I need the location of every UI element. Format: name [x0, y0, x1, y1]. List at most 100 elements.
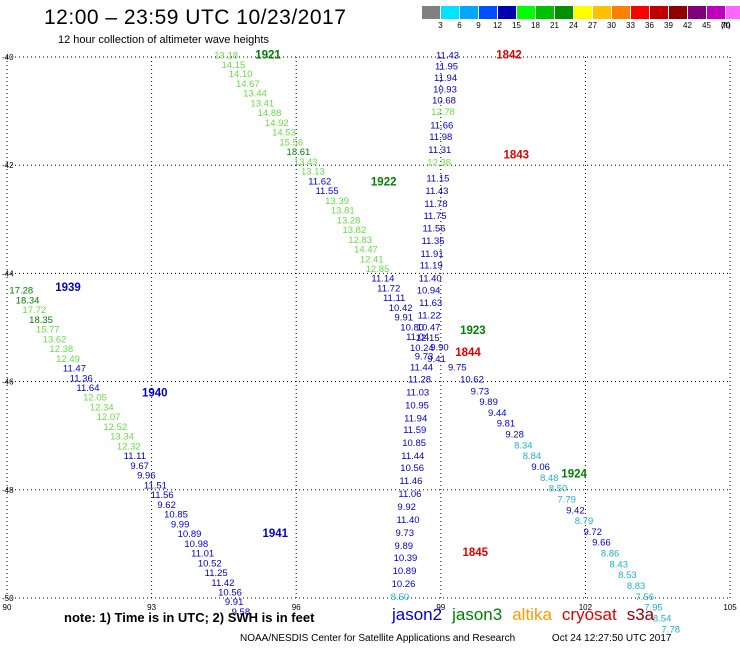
swh-value: 13.82 — [342, 225, 366, 236]
track-pass-1842-1845: 11.4311.9511.9410.9310.6812.7811.6611.98… — [391, 50, 459, 603]
swh-value: 11.03 — [406, 387, 429, 398]
swh-value: 14.47 — [354, 245, 378, 256]
swh-value: 8.54 — [653, 613, 672, 624]
swh-value: 10.47 — [417, 322, 441, 333]
swh-value: 9.06 — [531, 462, 550, 473]
swh-value: 8.50 — [549, 484, 568, 495]
pass-number-label: 1923 — [460, 325, 486, 337]
swh-value: 9.75 — [448, 362, 467, 373]
pass-number-label: 1941 — [262, 528, 288, 540]
swh-value: 9.44 — [488, 408, 507, 419]
color-scale-label: 18 — [531, 21, 540, 30]
swh-value: 12.15 — [416, 333, 440, 344]
swh-value: 13.41 — [250, 98, 274, 109]
color-scale-cell — [612, 6, 631, 19]
swh-value: 9.73 — [395, 528, 414, 539]
swh-value: 11.11 — [124, 451, 146, 462]
color-scale-unit: (ft) — [721, 21, 731, 30]
swh-value: 11.36 — [70, 373, 93, 384]
swh-value: 9.28 — [505, 430, 524, 441]
swh-value: 14.53 — [272, 128, 296, 139]
satellite-legend-jason3: jason3 — [452, 605, 503, 624]
swh-value: 10.68 — [432, 96, 456, 107]
color-scale-cell — [498, 6, 517, 19]
swh-value: 11.35 — [422, 236, 445, 247]
swh-value: 14.15 — [221, 60, 245, 71]
swh-value: 14.67 — [236, 79, 260, 90]
swh-value: 9.91 — [395, 313, 414, 324]
swh-value: 12.52 — [103, 422, 127, 433]
swh-value: 9.73 — [471, 386, 490, 397]
swh-value: 10.62 — [460, 374, 484, 385]
swh-value: 11.15 — [426, 174, 449, 185]
color-scale-cell — [555, 6, 574, 19]
color-scale-bar — [422, 6, 740, 19]
swh-value: 11.43 — [436, 50, 459, 61]
lon-tick-label: 90 — [3, 603, 12, 612]
swh-value: 9.91 — [225, 597, 244, 608]
color-scale-labels: 3 6 9 12 15 18 21 24 27 30 33 36 39 42 45 70 — [422, 21, 735, 30]
swh-value: 13.28 — [337, 215, 361, 226]
color-scale-label: 45 — [702, 21, 711, 30]
swh-value: 12.38 — [49, 344, 73, 355]
footer: NOAA/NESDIS Center for Satellite Applica… — [240, 633, 705, 644]
lat-tick-label: -40 — [2, 53, 14, 62]
swh-value: 10.85 — [164, 510, 188, 521]
swh-value: 9.42 — [566, 505, 585, 516]
color-scale-cell — [574, 6, 593, 19]
swh-value: 11.62 — [308, 176, 331, 187]
satellite-legend-altika: altika — [512, 605, 552, 624]
swh-value: 11.51 — [144, 480, 167, 491]
satellite-legend-s3a: s3a — [626, 605, 655, 624]
swh-value: 10.56 — [400, 463, 424, 474]
track-pass-1939-1941: 17.2818.3417.7218.3515.7713.6212.3812.49… — [9, 286, 250, 618]
swh-value: 9.67 — [130, 461, 149, 472]
pass-number-label: 1921 — [255, 49, 281, 61]
color-scale-label: 27 — [588, 21, 597, 30]
color-scale-label: 15 — [512, 21, 521, 30]
swh-value: 8.50 — [391, 592, 410, 603]
swh-value: 11.44 — [401, 451, 424, 462]
color-scale-cell — [650, 6, 669, 19]
swh-value: 10.89 — [393, 566, 417, 577]
page-subtitle: 12 hour collection of altimeter wave hei… — [58, 34, 269, 46]
swh-value: 11.46 — [399, 476, 422, 487]
swh-value: 12.78 — [431, 107, 455, 118]
lat-tick-label: -42 — [2, 161, 14, 170]
footnote: note: 1) Time is in UTC; 2) SWH is in fe… — [64, 610, 315, 625]
swh-value: 17.28 — [9, 286, 33, 297]
lat-tick-label: -46 — [2, 378, 14, 387]
swh-value: 12.05 — [83, 393, 107, 404]
swh-value: 9.58 — [232, 607, 251, 618]
swh-value: 10.39 — [394, 553, 418, 564]
pass-number-label: 1842 — [496, 49, 522, 61]
swh-value: 11.11 — [383, 293, 405, 304]
axis-tick-labels: 90 93 96 99 102 105 -40 -42 -44 -46 -48 -50 — [2, 53, 737, 612]
lon-tick-label: 102 — [579, 603, 593, 612]
swh-value: 8.53 — [618, 570, 637, 581]
swh-value: 12.85 — [366, 264, 390, 275]
swh-value: 11.64 — [76, 383, 99, 394]
swh-value: 11.94 — [404, 413, 427, 424]
track-pass-1921-1922: 13.1814.1514.1014.6713.4413.4114.8814.92… — [214, 50, 433, 362]
swh-value: 12.32 — [117, 441, 141, 452]
swh-value: 10.80 — [400, 322, 424, 333]
swh-value: 12.83 — [348, 235, 372, 246]
pass-number-label: 1924 — [561, 469, 587, 481]
color-scale-label: 70 — [721, 21, 730, 30]
swh-value: 9.66 — [592, 538, 611, 549]
swh-value: 11.40 — [396, 515, 419, 526]
color-scale-cell — [669, 6, 688, 19]
lat-tick-label: -44 — [2, 269, 14, 278]
swh-value: 11.42 — [211, 578, 234, 589]
pass-number-label: 1922 — [371, 176, 397, 188]
swh-value: 18.34 — [16, 295, 40, 306]
swh-value: 10.94 — [417, 286, 441, 297]
page-title: 12:00 – 23:59 UTC 10/23/2017 — [44, 6, 347, 29]
lon-tick-label: 105 — [723, 603, 737, 612]
color-scale-cell — [517, 6, 536, 19]
swh-value: 14.10 — [229, 69, 253, 80]
swh-value: 8.48 — [540, 473, 559, 484]
swh-value: 11.19 — [420, 261, 443, 272]
color-scale-label: 21 — [550, 21, 559, 30]
